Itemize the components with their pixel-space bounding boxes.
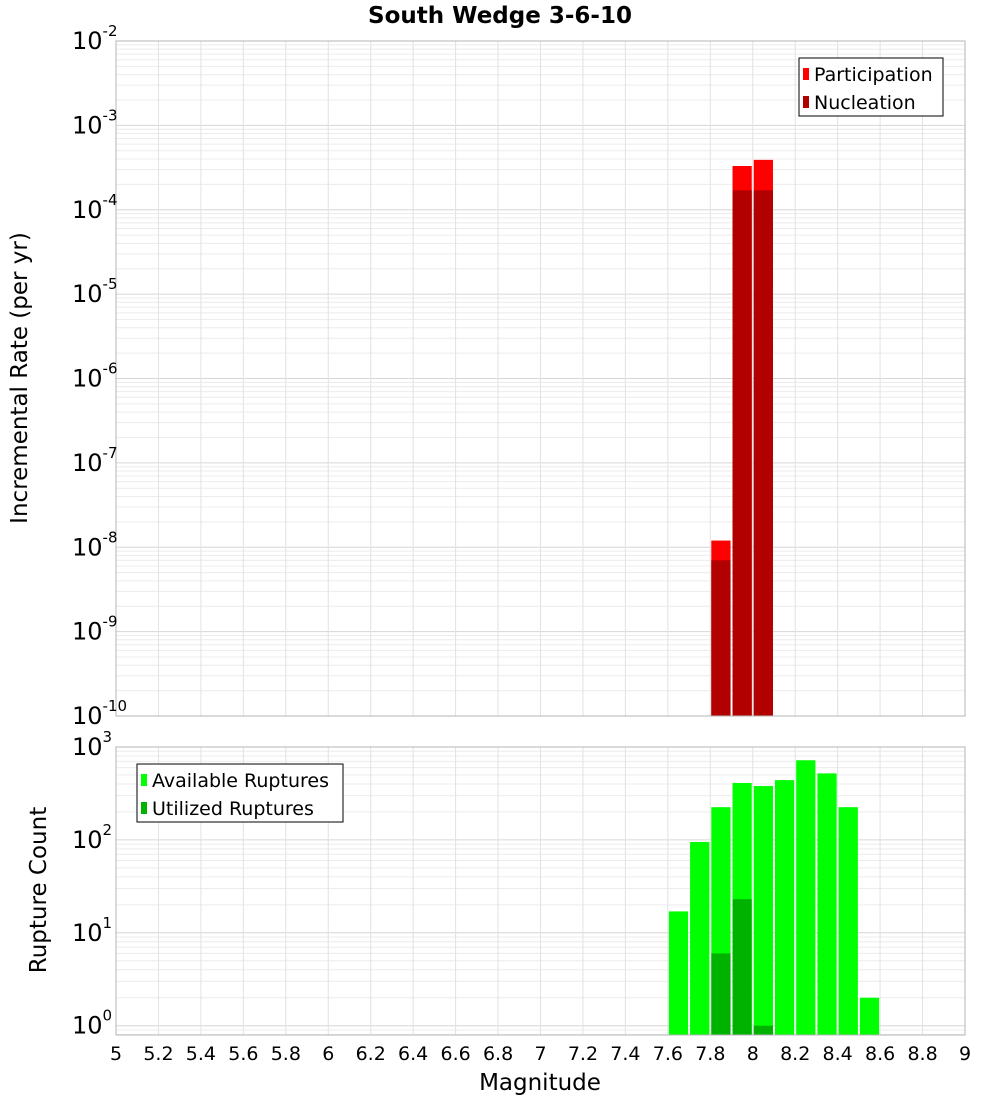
plot-frame bbox=[115, 40, 966, 717]
plot-frame bbox=[115, 746, 966, 1036]
y-tick-label: 10-5 bbox=[72, 275, 118, 308]
bar bbox=[774, 780, 795, 1035]
y-tick-label: 10-6 bbox=[72, 360, 118, 393]
x-tick-label: 9 bbox=[959, 1043, 971, 1065]
y-axis-label-count: Rupture Count bbox=[26, 807, 52, 973]
x-tick-label: 6.2 bbox=[356, 1043, 386, 1065]
y-tick-label: 103 bbox=[72, 728, 112, 761]
x-tick-label: 7.8 bbox=[695, 1043, 725, 1065]
bar bbox=[838, 807, 858, 1035]
y-tick-label: 102 bbox=[72, 821, 112, 854]
x-tick-label: 6.8 bbox=[483, 1043, 513, 1065]
bar bbox=[732, 899, 752, 1035]
legend: Participation Nucleation bbox=[798, 57, 944, 117]
panel-count: 100 101 102 103 Available Ruptures Utilized R… bbox=[72, 728, 966, 1040]
legend-label: Utilized Ruptures bbox=[152, 798, 314, 820]
x-tick-label: 8.6 bbox=[865, 1043, 895, 1065]
series-utilized-ruptures bbox=[711, 899, 773, 1035]
x-tick-label: 7 bbox=[534, 1043, 546, 1065]
legend-box bbox=[798, 57, 944, 117]
legend-swatch bbox=[141, 774, 147, 786]
legend-label: Nucleation bbox=[814, 92, 916, 114]
bar bbox=[690, 841, 710, 1035]
bar bbox=[817, 773, 837, 1035]
x-tick-label: 5 bbox=[110, 1043, 122, 1065]
y-tick-label: 10-4 bbox=[72, 191, 118, 224]
x-tick-label: 5.8 bbox=[271, 1043, 301, 1065]
legend: Available Ruptures Utilized Ruptures bbox=[136, 763, 344, 823]
bar bbox=[711, 953, 731, 1035]
y-tick-label: 10-3 bbox=[72, 106, 118, 139]
bar bbox=[859, 997, 880, 1035]
x-tick-label: 7.2 bbox=[568, 1043, 598, 1065]
x-tick-label: 5.4 bbox=[186, 1043, 216, 1065]
bar bbox=[732, 190, 752, 716]
x-tick-label: 8.2 bbox=[780, 1043, 810, 1065]
legend-swatch bbox=[141, 802, 147, 814]
legend-swatch bbox=[803, 68, 809, 80]
y-axis-label-rate: Incremental Rate (per yr) bbox=[7, 232, 33, 524]
x-tick-label: 8 bbox=[747, 1043, 759, 1065]
x-tick-label: 8.4 bbox=[823, 1043, 853, 1065]
x-axis: 5 5.2 5.4 5.6 5.8 6 6.2 6.4 6.6 6.8 7 7.2 7.4 7.6 7.8 8… bbox=[110, 1043, 971, 1065]
bar bbox=[668, 911, 689, 1035]
x-tick-label: 5.6 bbox=[228, 1043, 258, 1065]
y-tick-label: 10-2 bbox=[72, 22, 118, 55]
bar bbox=[796, 760, 816, 1035]
y-tick-label: 10-8 bbox=[72, 528, 118, 561]
x-tick-label: 6 bbox=[322, 1043, 334, 1065]
legend-label: Available Ruptures bbox=[152, 770, 329, 792]
legend-label: Participation bbox=[814, 64, 933, 86]
panel-rate: 10-10 10-9 10-8 10-7 10-6 10-5 10-4 10-3 10-2 Par… bbox=[72, 22, 966, 730]
legend-swatch bbox=[803, 96, 809, 108]
x-tick-label: 8.8 bbox=[907, 1043, 937, 1065]
x-axis-label: Magnitude bbox=[479, 1070, 601, 1096]
y-tick-label: 101 bbox=[72, 914, 112, 947]
bar bbox=[753, 786, 773, 1035]
series-nucleation bbox=[711, 190, 773, 716]
y-tick-label: 100 bbox=[72, 1007, 112, 1040]
legend-box bbox=[136, 763, 344, 823]
bar bbox=[753, 1025, 773, 1035]
bar bbox=[711, 560, 731, 716]
y-tick-label: 10-10 bbox=[72, 697, 127, 730]
x-tick-label: 6.4 bbox=[398, 1043, 428, 1065]
x-tick-label: 5.2 bbox=[143, 1043, 173, 1065]
bar bbox=[753, 190, 773, 716]
chart-title: South Wedge 3-6-10 bbox=[368, 3, 632, 29]
y-tick-label: 10-7 bbox=[72, 444, 118, 477]
x-tick-label: 7.4 bbox=[610, 1043, 640, 1065]
x-tick-label: 6.6 bbox=[440, 1043, 470, 1065]
y-tick-label: 10-9 bbox=[72, 613, 118, 646]
x-tick-label: 7.6 bbox=[653, 1043, 683, 1065]
